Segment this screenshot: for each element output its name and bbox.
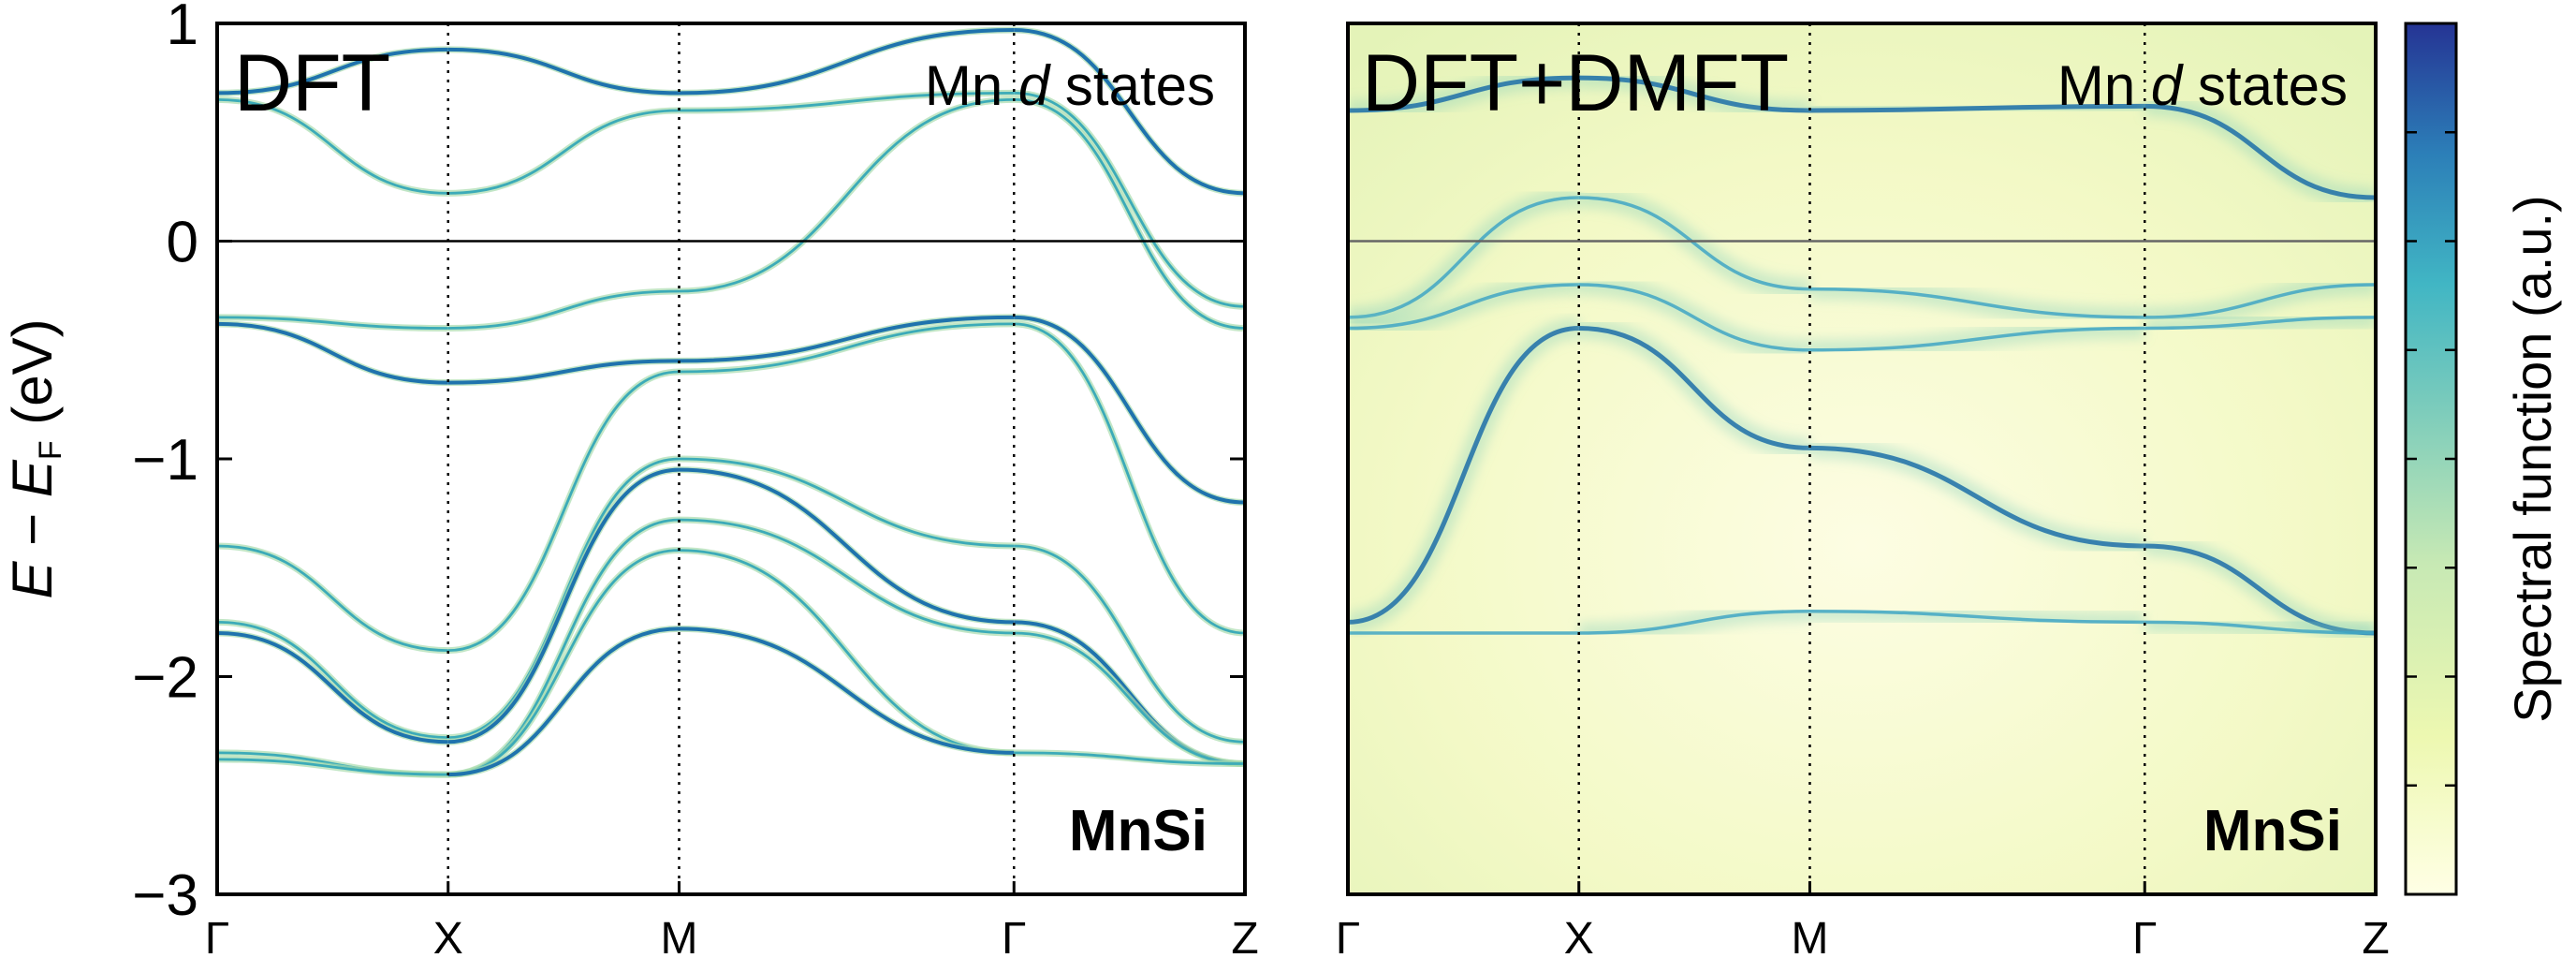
band-line xyxy=(2144,316,2376,331)
y-tick-label: −2 xyxy=(132,646,198,711)
colorbar-ticks xyxy=(2406,131,2456,787)
colorbar: Spectral function (a.u.) xyxy=(2404,22,2562,896)
dmft-material-label: MnSi xyxy=(2203,799,2342,863)
band-line xyxy=(679,518,1015,635)
band-line xyxy=(1809,445,2145,549)
band-line xyxy=(447,549,680,776)
band-line xyxy=(217,316,448,330)
band-line xyxy=(217,47,448,96)
band-line xyxy=(1014,97,1245,330)
band-line xyxy=(1348,196,1579,319)
band-line xyxy=(217,321,448,385)
band-line xyxy=(1809,103,2145,113)
x-tick-label: Γ xyxy=(2132,914,2157,958)
band-line xyxy=(2144,103,2376,200)
y-axis-ticks: 1 0 −1 −2 −3 xyxy=(132,0,1245,928)
dmft-panel: Γ X M Γ Z DFT+DMFT Mn d states MnSi xyxy=(1336,22,2390,958)
dft-gridlines xyxy=(217,23,1245,894)
band-line xyxy=(1014,322,1245,635)
x-tick-label: M xyxy=(660,914,697,958)
x-tick-label: Z xyxy=(2362,914,2389,958)
x-tick-label: Γ xyxy=(1336,914,1360,958)
x-tick-label: Γ xyxy=(205,914,229,958)
band-line xyxy=(1014,751,1245,765)
band-line xyxy=(447,289,680,330)
band-line xyxy=(679,457,1015,548)
dft-bands xyxy=(217,26,1245,778)
band-line xyxy=(1578,75,1810,113)
dmft-frame xyxy=(1346,22,2378,896)
band-line xyxy=(217,620,448,739)
band-line xyxy=(1578,610,1810,635)
band-line xyxy=(1809,610,2145,625)
band-line xyxy=(1578,196,1810,291)
dft-material-label: MnSi xyxy=(1069,799,1208,863)
y-tick-label: −1 xyxy=(132,428,198,493)
band-line xyxy=(447,359,680,385)
band-line xyxy=(2144,283,2376,319)
x-tick-label: Z xyxy=(1231,914,1258,958)
dmft-gridlines xyxy=(1348,23,2376,894)
band-line xyxy=(1578,283,1810,352)
band-line xyxy=(1014,92,1245,308)
band-line xyxy=(1348,283,1579,331)
colorbar-label: Spectral function (a.u.) xyxy=(2503,195,2562,722)
band-line xyxy=(679,27,1015,96)
band-line xyxy=(217,758,448,776)
y-tick-label: 0 xyxy=(167,211,198,275)
band-line xyxy=(447,109,680,195)
band-line xyxy=(1809,287,2145,319)
band-line xyxy=(679,92,1015,112)
x-tick-label: M xyxy=(1791,914,1828,958)
band-line xyxy=(447,47,680,96)
dmft-states-label: Mn d states xyxy=(2057,54,2348,117)
band-line xyxy=(1014,27,1245,196)
band-line xyxy=(1348,326,1579,625)
band-line xyxy=(1348,75,1579,113)
y-tick-label: 1 xyxy=(167,0,198,57)
band-line xyxy=(217,97,448,195)
band-line xyxy=(1014,315,1245,505)
dmft-method-label: DFT+DMFT xyxy=(1362,38,1789,128)
band-line xyxy=(679,549,1015,755)
band-line xyxy=(1809,326,2145,352)
band-line xyxy=(679,626,1015,755)
y-axis-label: E − EF (eV) xyxy=(1,318,68,598)
band-line xyxy=(217,631,448,744)
x-tick-label: Γ xyxy=(1002,914,1026,958)
band-line xyxy=(1578,326,1810,450)
band-line xyxy=(679,97,1015,293)
dmft-bands xyxy=(1348,67,2376,643)
band-line xyxy=(217,544,448,652)
band-line xyxy=(447,467,680,744)
y-tick-label: −3 xyxy=(132,863,198,928)
band-line xyxy=(1014,544,1245,744)
band-line xyxy=(679,467,1015,625)
band-line xyxy=(447,370,680,652)
band-line xyxy=(1014,631,1245,765)
x-tick-label: X xyxy=(433,914,463,958)
dft-states-label: Mn d states xyxy=(925,54,1215,117)
x-tick-label: X xyxy=(1564,914,1594,958)
dft-method-label: DFT xyxy=(234,38,390,128)
band-line xyxy=(447,626,680,777)
band-line xyxy=(679,315,1015,363)
band-line xyxy=(2144,620,2376,635)
dft-panel: 1 0 −1 −2 −3 Γ X M Γ Z DFT Mn d states MnSi xyxy=(132,0,1258,958)
band-line xyxy=(679,322,1015,374)
